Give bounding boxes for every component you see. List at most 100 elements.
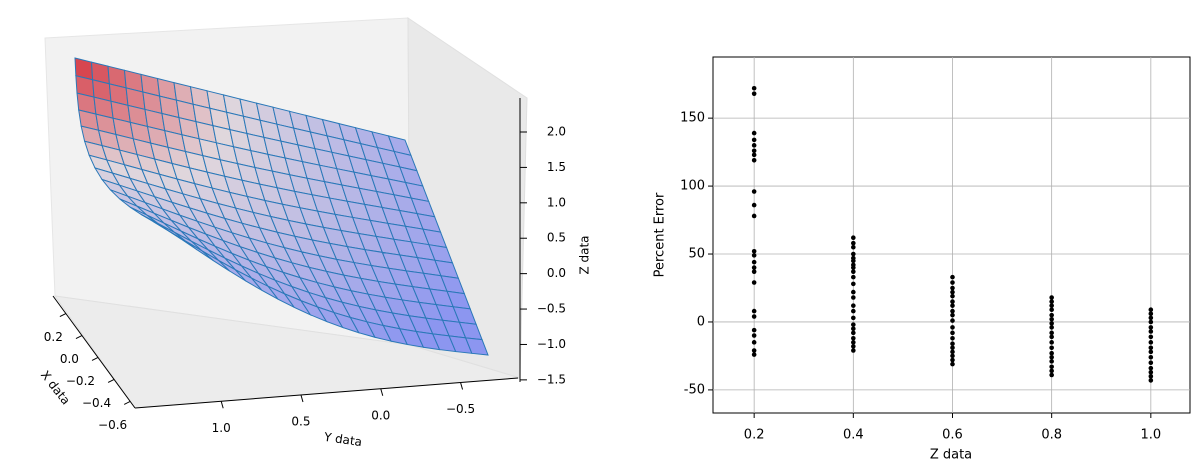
point [851,330,856,336]
point [1148,369,1154,375]
z-tick-label: 1.5 [547,160,566,174]
point [950,308,955,314]
x-tick-label: 0.2 [44,330,63,344]
point [751,280,757,285]
point [950,318,955,323]
point [751,157,757,163]
point [851,289,856,295]
point [1049,321,1054,326]
point [950,299,955,304]
point [751,308,757,314]
point [751,91,757,96]
z-tick-label: 0.0 [547,266,566,280]
plot-frame [712,56,1191,414]
point [1049,372,1054,378]
z-axis-label: Z data [578,235,592,274]
point [851,315,856,321]
z-tick-label: −1.5 [537,372,566,386]
point [1049,364,1054,370]
point [950,303,955,308]
point [1049,350,1054,356]
point [1148,365,1154,371]
point [1049,334,1054,340]
point [950,335,955,341]
y-tick [300,394,304,403]
point [751,189,757,194]
x-tick [107,379,115,383]
z-tick-label: −0.5 [537,302,566,316]
point [751,137,757,143]
point [950,353,955,359]
point [851,322,856,327]
point [751,314,757,319]
y-tick-label: 1.0 [212,421,231,435]
point [950,330,955,336]
z-tick-label: −1.0 [537,337,566,351]
y-tick-label: −0.5 [446,402,475,416]
surface [74,57,489,356]
point [851,269,856,274]
point [1148,378,1154,383]
y-tick [460,382,464,390]
point [851,281,856,287]
x-tick [75,335,83,339]
point [1049,345,1054,351]
point [1148,311,1154,317]
y-tick-label: 0.0 [371,408,390,422]
surface-cell [464,337,489,356]
z-tick-label: 0.5 [547,231,566,245]
point [950,274,955,280]
point [1049,316,1054,322]
point [851,344,856,349]
point [1049,299,1054,304]
point [1148,345,1154,351]
x-axis-label: Z data [930,448,972,463]
point [1148,340,1154,345]
point [851,335,856,341]
point [851,348,856,353]
point [1049,307,1054,313]
point [851,244,856,250]
x-tick [59,313,67,318]
point [851,303,856,308]
point [950,285,955,291]
x-tick [91,357,99,361]
point [751,249,757,254]
x-axis-line [52,295,136,409]
point [851,295,856,300]
point [1049,354,1054,360]
point [1148,360,1154,366]
point [851,308,856,314]
point [751,85,757,91]
point [950,325,955,330]
point [1049,359,1054,364]
point [950,349,955,355]
point [851,326,856,332]
point [1049,325,1054,330]
y-tick [220,401,224,409]
point [1148,374,1154,379]
point [751,202,757,208]
point [1148,334,1154,340]
point [751,333,757,338]
z-tick-label: 1.0 [547,195,566,209]
x-tick-label: −0.2 [66,374,95,388]
point [950,341,955,347]
point [751,265,757,270]
y-tick-label: 0 [697,314,705,329]
point [751,143,757,148]
point [751,348,757,353]
x-tick-label: 0.8 [1041,428,1062,443]
point [950,293,955,299]
point [1049,368,1054,374]
x-tick-label: 0.0 [60,352,79,366]
point [950,345,955,351]
x-tick [123,400,131,405]
y-tick-label: -50 [684,382,705,397]
point [1148,325,1154,330]
x-tick-label: −0.6 [98,418,127,432]
point [950,361,955,367]
point [751,352,757,357]
point [950,289,955,295]
